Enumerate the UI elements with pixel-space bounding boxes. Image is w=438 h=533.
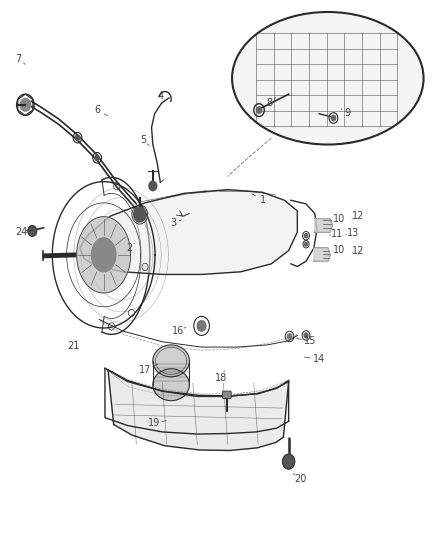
Polygon shape bbox=[314, 248, 330, 261]
Circle shape bbox=[304, 333, 308, 338]
Text: 8: 8 bbox=[266, 98, 272, 108]
Polygon shape bbox=[80, 190, 297, 274]
Text: 11: 11 bbox=[331, 229, 343, 239]
Circle shape bbox=[75, 135, 80, 140]
Circle shape bbox=[283, 454, 295, 469]
Text: 1: 1 bbox=[259, 195, 265, 205]
Circle shape bbox=[331, 115, 336, 120]
Circle shape bbox=[20, 99, 31, 111]
Circle shape bbox=[95, 155, 99, 160]
Circle shape bbox=[287, 334, 292, 339]
Text: 6: 6 bbox=[94, 105, 100, 115]
Polygon shape bbox=[77, 216, 131, 293]
Text: 21: 21 bbox=[67, 341, 79, 351]
Circle shape bbox=[256, 107, 261, 114]
Text: 16: 16 bbox=[172, 326, 184, 336]
Text: 15: 15 bbox=[304, 336, 317, 346]
Text: 19: 19 bbox=[148, 418, 160, 428]
Ellipse shape bbox=[232, 12, 424, 144]
Text: 5: 5 bbox=[140, 135, 146, 146]
Polygon shape bbox=[315, 219, 332, 232]
Text: 12: 12 bbox=[352, 211, 364, 221]
Text: 24: 24 bbox=[15, 227, 27, 237]
Circle shape bbox=[197, 320, 206, 331]
Text: 18: 18 bbox=[215, 373, 227, 383]
Polygon shape bbox=[108, 370, 289, 450]
Circle shape bbox=[304, 233, 308, 238]
Text: 3: 3 bbox=[170, 218, 177, 228]
Text: 14: 14 bbox=[313, 354, 325, 364]
Text: 20: 20 bbox=[295, 474, 307, 483]
Text: 2: 2 bbox=[127, 243, 133, 253]
Text: 12: 12 bbox=[352, 246, 364, 256]
Text: 10: 10 bbox=[332, 214, 345, 224]
Text: 7: 7 bbox=[15, 54, 21, 63]
Text: 4: 4 bbox=[157, 91, 163, 101]
Polygon shape bbox=[153, 345, 189, 377]
Text: 10: 10 bbox=[332, 245, 345, 255]
Polygon shape bbox=[153, 369, 189, 401]
Circle shape bbox=[149, 181, 157, 191]
Circle shape bbox=[304, 243, 307, 246]
Polygon shape bbox=[92, 238, 116, 272]
Text: 17: 17 bbox=[139, 365, 151, 375]
Text: 13: 13 bbox=[347, 228, 359, 238]
FancyBboxPatch shape bbox=[223, 391, 231, 399]
Circle shape bbox=[28, 225, 37, 236]
Circle shape bbox=[134, 207, 146, 222]
Text: 9: 9 bbox=[344, 108, 350, 118]
